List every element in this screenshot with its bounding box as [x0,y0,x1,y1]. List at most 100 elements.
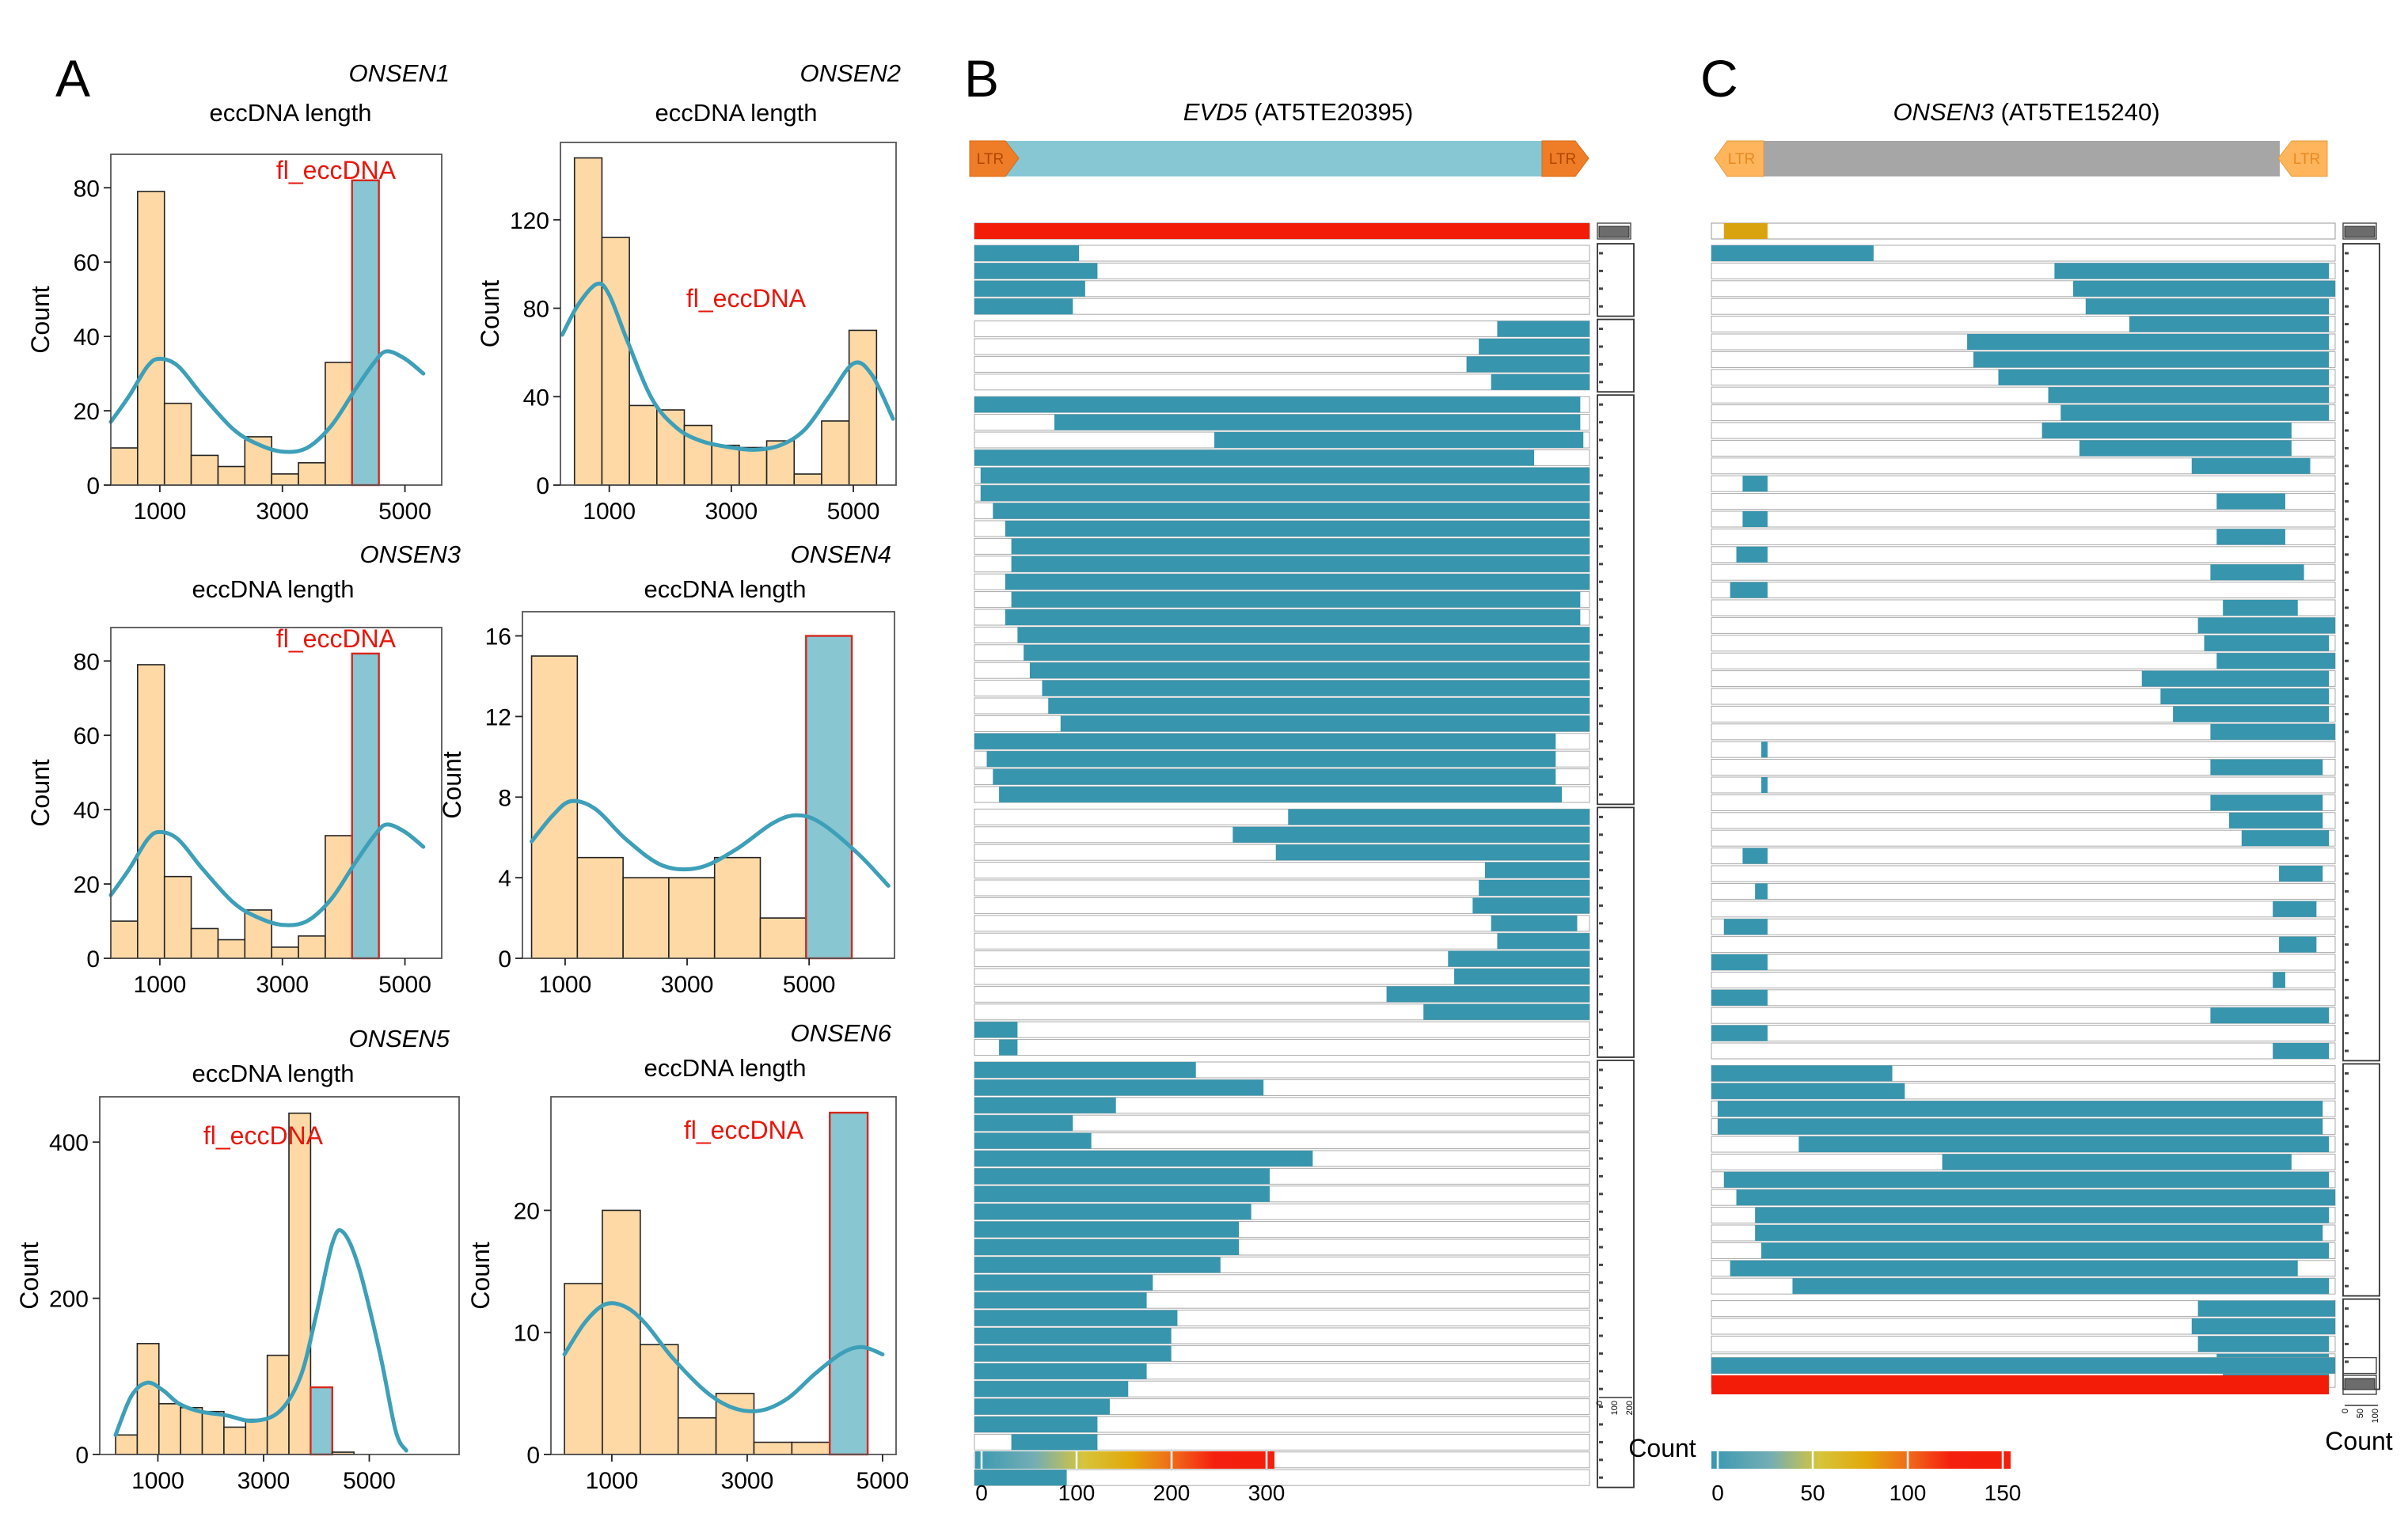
read-bar [2048,387,2330,404]
histogram-bar [190,454,219,486]
read-track [1711,1042,2336,1060]
read-bar [1017,627,1590,643]
plot-title: eccDNA length [644,575,806,603]
x-tick-label: 3000 [256,972,309,998]
read-track [1711,1025,2336,1042]
read-bar [1484,862,1590,878]
read-bar [1730,582,1768,598]
read-bar [1024,644,1590,661]
count-group-frame [2342,1063,2380,1297]
top-consensus-track [1711,222,2336,240]
histogram-bar [325,362,353,486]
histogram-bar [325,835,353,959]
read-track [1711,741,2336,758]
te-name: ONSEN1 [349,59,450,87]
read-track [1711,759,2336,776]
te-title-onsen3: ONSEN3 (AT5TE15240) [1893,98,2159,126]
count-group-frame [1597,806,1635,1058]
read-bar [2160,688,2330,704]
read-bar [2229,812,2323,829]
read-bar [974,1151,1313,1166]
count-label: Count [2325,1427,2393,1455]
count-tick-label: 100 [1610,1401,1620,1415]
top-consensus-bar [1723,223,1768,239]
read-bar [1042,680,1590,696]
colorbar-tick-label: 300 [1248,1481,1286,1505]
read-bar [1497,320,1590,337]
read-tracks-onsen3: 0 50 100 Count [1711,222,2393,1455]
read-track [1711,882,2336,900]
count-bar-bottom [2344,1378,2376,1390]
x-tick-label: 5000 [856,1468,910,1494]
read-track [1711,971,2336,988]
histogram-bar [201,1410,225,1455]
read-bar [1723,1171,2330,1188]
read-bar [974,1079,1264,1096]
y-tick-label: 20 [74,872,100,898]
read-bar [974,1022,1018,1038]
read-bar [974,280,1085,297]
read-bar [1011,1434,1098,1451]
kde-curve [108,822,426,927]
read-bar [2210,1007,2330,1024]
read-track [1711,901,2336,918]
y-tick-label: 0 [75,1443,89,1469]
read-bar [974,396,1581,413]
histogram-bar [110,920,139,959]
read-bar [2054,263,2330,279]
colorbar-tick-label: 50 [1800,1481,1825,1505]
histogram-bar [271,473,299,486]
read-bar [974,1062,1196,1078]
colorbar-tick-label: 200 [1153,1481,1191,1505]
read-bar [1711,954,1768,970]
fl-eccdna-bar [351,179,380,487]
panel-letter-a: A [55,49,90,108]
te-id-onsen3: (AT5TE15240) [1994,98,2160,126]
y-tick-label: 20 [74,399,100,425]
y-axis-label: Count [26,759,55,827]
read-bar [2216,529,2285,545]
read-bar [1761,1242,2330,1259]
read-bar [1730,1260,2298,1276]
read-bar [974,245,1080,261]
read-bar [1761,777,1768,793]
read-bar [1742,511,1768,527]
y-tick-label: 16 [485,624,511,650]
histogram-bar [190,927,219,959]
kde-curve [530,798,891,888]
read-bar [2279,936,2317,953]
read-bar [1942,1154,2292,1170]
read-bar [974,1398,1110,1415]
te-name: ONSEN4 [791,540,891,568]
count-frame-top [2342,222,2377,240]
read-bar [1755,1207,2330,1223]
te-body-onsen3 [1764,141,2280,176]
colorbar-ticks-evd5: 0 100 200 300 [975,1451,1285,1505]
read-track [1711,635,2336,652]
histogram-bar [288,1112,312,1455]
read-bar [974,1381,1129,1398]
plot-frame [522,611,895,959]
read-bar [974,1221,1240,1238]
y-tick-label: 0 [526,1443,540,1469]
y-axis-label: Count [26,286,55,354]
x-tick-label: 3000 [705,499,758,525]
read-track [1711,936,2336,954]
read-bar [1736,546,1768,563]
colorbar-evd5: 0 100 200 300 [975,1451,1285,1505]
x-tick-label: 3000 [661,972,714,998]
read-bar [974,1416,1098,1432]
y-tick-label: 20 [514,1198,540,1224]
histogram-onsen5: ONSEN5 eccDNA length 0 200 400 1000 3000 5000 Co… [15,1025,460,1494]
y-tick-label: 60 [74,250,100,276]
ltr-label-right-onsen3: LTR [2293,151,2320,168]
histogram-bar [137,191,165,486]
read-track [974,1021,1590,1038]
read-bar [1466,356,1590,373]
read-bar [1711,989,1768,1006]
count-tick-label: 0 [2341,1409,2350,1413]
read-bar [1717,1118,2323,1135]
read-bar [1998,369,2330,385]
